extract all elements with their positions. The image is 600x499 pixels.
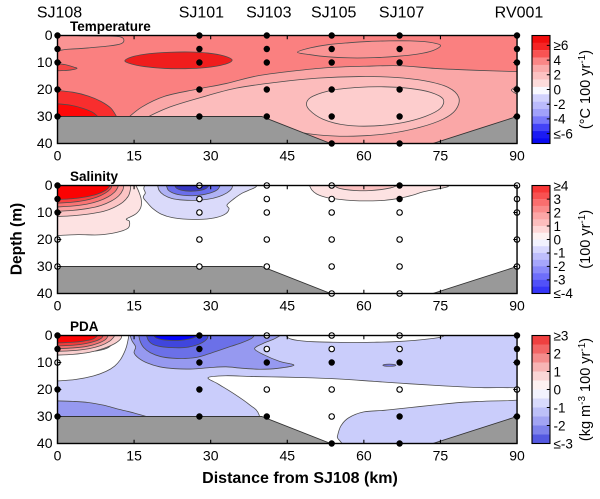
svg-text:≤-6: ≤-6 [554, 126, 573, 141]
svg-text:SJ108: SJ108 [37, 5, 82, 22]
svg-text:1: 1 [554, 364, 562, 379]
svg-text:45: 45 [280, 298, 296, 314]
svg-text:SJ105: SJ105 [311, 5, 356, 22]
svg-text:15: 15 [126, 448, 142, 464]
svg-text:≥4: ≥4 [554, 179, 569, 194]
svg-text:20: 20 [37, 81, 53, 97]
svg-text:30: 30 [203, 148, 219, 164]
svg-text:60: 60 [356, 298, 372, 314]
svg-text:30: 30 [203, 298, 219, 314]
svg-text:30: 30 [37, 408, 53, 424]
svg-text:-3: -3 [554, 273, 566, 288]
svg-text:SJ107: SJ107 [379, 5, 424, 22]
svg-text:40: 40 [37, 435, 53, 451]
svg-text:45: 45 [280, 148, 296, 164]
svg-text:75: 75 [433, 298, 449, 314]
svg-text:Salinity: Salinity [70, 169, 119, 184]
svg-text:15: 15 [126, 148, 142, 164]
svg-text:45: 45 [280, 448, 296, 464]
svg-text:10: 10 [37, 204, 53, 220]
svg-text:2: 2 [554, 68, 562, 83]
svg-text:90: 90 [509, 448, 525, 464]
svg-text:PDA: PDA [70, 319, 99, 334]
svg-text:0: 0 [45, 27, 53, 43]
svg-text:20: 20 [37, 231, 53, 247]
svg-text:0: 0 [54, 448, 62, 464]
svg-text:(100 yr-1): (100 yr-1) [577, 210, 594, 269]
svg-text:3: 3 [554, 192, 562, 207]
svg-text:-2: -2 [554, 418, 566, 433]
svg-text:60: 60 [356, 148, 372, 164]
svg-text:90: 90 [509, 298, 525, 314]
svg-text:2: 2 [554, 205, 562, 220]
svg-text:Distance from SJ108 (km): Distance from SJ108 (km) [202, 470, 398, 487]
svg-text:≥3: ≥3 [554, 328, 569, 343]
svg-text:30: 30 [37, 258, 53, 274]
svg-text:-1: -1 [554, 246, 566, 261]
svg-text:0: 0 [554, 82, 562, 97]
svg-text:1: 1 [554, 219, 562, 234]
svg-text:-1: -1 [554, 400, 566, 415]
svg-text:15: 15 [126, 298, 142, 314]
svg-text:-2: -2 [554, 97, 566, 112]
svg-text:75: 75 [433, 448, 449, 464]
svg-text:0: 0 [45, 327, 53, 343]
svg-text:0: 0 [554, 232, 562, 247]
svg-text:90: 90 [509, 148, 525, 164]
svg-text:0: 0 [554, 382, 562, 397]
svg-text:RV001: RV001 [495, 5, 544, 22]
svg-text:10: 10 [37, 54, 53, 70]
svg-text:2: 2 [554, 346, 562, 361]
svg-text:≤-4: ≤-4 [554, 286, 574, 301]
svg-text:-4: -4 [554, 112, 566, 127]
svg-text:60: 60 [356, 448, 372, 464]
svg-text:0: 0 [45, 177, 53, 193]
svg-text:20: 20 [37, 381, 53, 397]
svg-text:≥6: ≥6 [554, 38, 569, 53]
svg-text:(kg m-3 100 yr-1): (kg m-3 100 yr-1) [577, 338, 594, 441]
svg-text:0: 0 [54, 148, 62, 164]
svg-text:-2: -2 [554, 259, 566, 274]
svg-text:Depth (m): Depth (m) [9, 203, 26, 275]
svg-text:30: 30 [203, 448, 219, 464]
svg-text:10: 10 [37, 354, 53, 370]
svg-text:40: 40 [37, 135, 53, 151]
svg-text:SJ101: SJ101 [179, 5, 224, 22]
svg-text:≤-3: ≤-3 [554, 436, 573, 451]
svg-text:0: 0 [54, 298, 62, 314]
svg-text:40: 40 [37, 285, 53, 301]
svg-text:30: 30 [37, 108, 53, 124]
svg-text:4: 4 [554, 53, 562, 68]
svg-text:Temperature: Temperature [70, 19, 151, 34]
svg-text:(°C 100 yr-1): (°C 100 yr-1) [577, 50, 594, 129]
svg-text:SJ103: SJ103 [246, 5, 291, 22]
svg-text:75: 75 [433, 148, 449, 164]
